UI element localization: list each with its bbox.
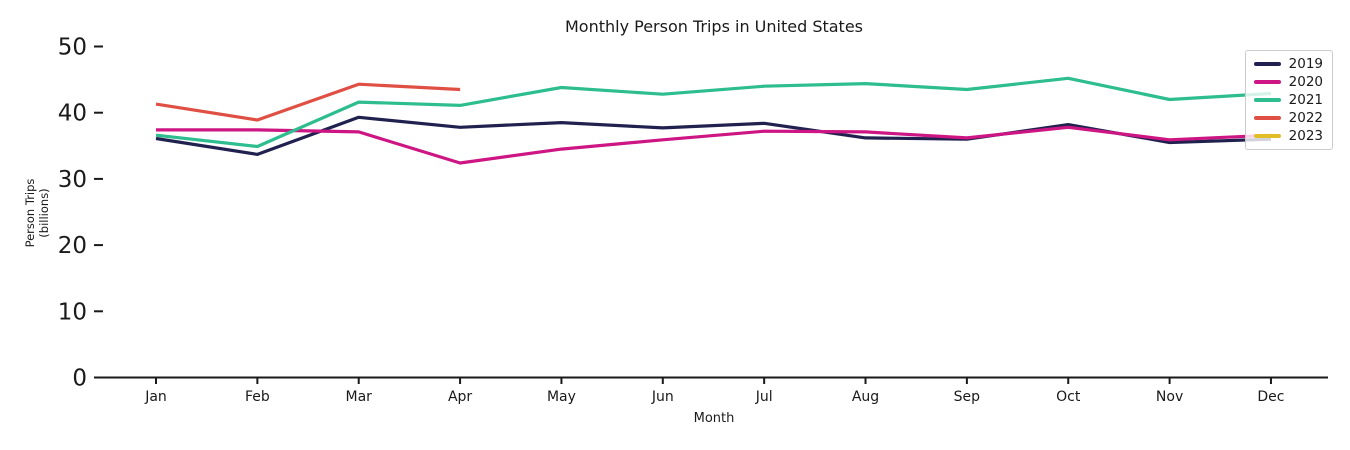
- legend-swatch-2020: [1253, 80, 1281, 84]
- series-line-2021: [155, 76, 1272, 149]
- x-tick-label: Oct: [1056, 389, 1081, 405]
- series-line-2022: [155, 82, 461, 122]
- series-line-2019: [155, 115, 1272, 156]
- legend-label-2021: 2021: [1288, 92, 1323, 108]
- x-tick-label: Nov: [1156, 389, 1183, 405]
- legend-swatch-2023: [1253, 134, 1281, 138]
- legend-swatch-2022: [1253, 116, 1281, 120]
- y-tick-label: 10: [58, 299, 87, 325]
- legend-item-2020: 2020: [1253, 74, 1323, 90]
- x-tick-label: Feb: [245, 389, 270, 405]
- x-tick-label: Dec: [1257, 389, 1284, 405]
- legend-item-2021: 2021: [1253, 92, 1323, 108]
- legend-item-2019: 2019: [1253, 56, 1323, 72]
- x-axis-label: Month: [693, 411, 735, 426]
- chart-title: Monthly Person Trips in United States: [564, 17, 864, 36]
- legend-item-2022: 2022: [1253, 110, 1323, 126]
- x-tick-label: Jun: [651, 389, 674, 405]
- y-tick-label: 40: [58, 101, 87, 127]
- y-tick-label: 20: [58, 233, 87, 259]
- x-tick-label: Jan: [144, 389, 167, 405]
- legend-label-2020: 2020: [1288, 74, 1323, 90]
- y-tick-label: 0: [72, 366, 87, 392]
- legend-item-2023: 2023: [1253, 128, 1323, 144]
- x-tick-label: Aug: [852, 389, 879, 405]
- y-tick-label: 50: [58, 35, 87, 61]
- x-tick-label: Jul: [755, 389, 773, 405]
- legend-swatch-2021: [1253, 98, 1281, 102]
- legend-swatch-2019: [1253, 62, 1281, 66]
- x-tick-label: May: [547, 389, 576, 405]
- x-tick-label: Mar: [346, 389, 373, 405]
- series-line-2020: [156, 125, 1272, 165]
- legend-label-2019: 2019: [1288, 56, 1323, 72]
- legend-label-2022: 2022: [1288, 110, 1323, 126]
- legend-label-2023: 2023: [1288, 128, 1323, 144]
- y-tick-label: 30: [58, 167, 87, 193]
- x-tick-label: Sep: [954, 389, 981, 405]
- x-tick-label: Apr: [448, 389, 472, 405]
- legend: 2019 2020 2021 2022 2023: [1244, 50, 1333, 150]
